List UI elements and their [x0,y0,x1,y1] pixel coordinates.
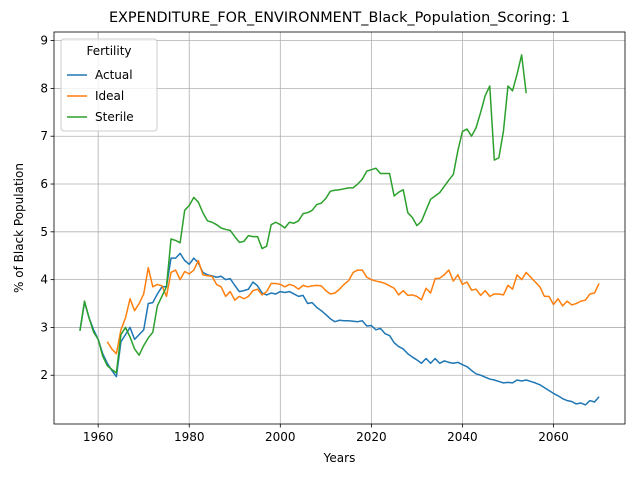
y-tick-label: 8 [40,81,48,95]
legend-label: Actual [95,68,133,82]
y-tick-label: 7 [40,129,48,143]
y-axis-label: % of Black Population [12,163,26,293]
legend-box [60,38,158,132]
x-tick-label: 2020 [356,430,387,444]
legend-label: Sterile [95,110,134,124]
series-line [106,259,600,355]
y-tick-label: 6 [40,177,48,191]
x-tick-label: 1960 [83,430,114,444]
series-line [79,54,527,374]
x-tick-label: 2060 [538,430,569,444]
plot-frame [53,31,626,425]
x-axis-label: Years [323,451,356,465]
legend-label: Ideal [95,89,124,103]
x-tick-label: 2000 [265,430,296,444]
y-tick-label: 4 [40,273,48,287]
x-tick-label: 2040 [447,430,478,444]
y-tick-label: 9 [40,34,48,48]
legend-title: Fertility [86,44,131,58]
y-tick-label: 2 [40,368,48,382]
y-tick-label: 5 [40,225,48,239]
chart-title: EXPENDITURE_FOR_ENVIRONMENT_Black_Popula… [109,10,570,26]
y-tick-label: 3 [40,320,48,334]
x-tick-label: 1980 [174,430,205,444]
